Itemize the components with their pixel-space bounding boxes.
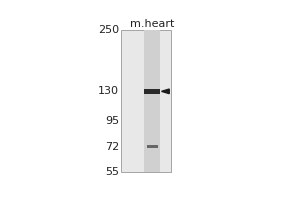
Polygon shape [161,89,169,94]
Text: 95: 95 [105,116,119,126]
Text: 72: 72 [105,142,119,152]
Bar [145,89,160,94]
Bar [121,30,171,172]
Bar [145,30,160,172]
Bar [147,145,158,148]
Text: 55: 55 [105,167,119,177]
Text: 250: 250 [98,25,119,35]
Text: 130: 130 [98,86,119,96]
Text: m.heart: m.heart [130,19,174,29]
